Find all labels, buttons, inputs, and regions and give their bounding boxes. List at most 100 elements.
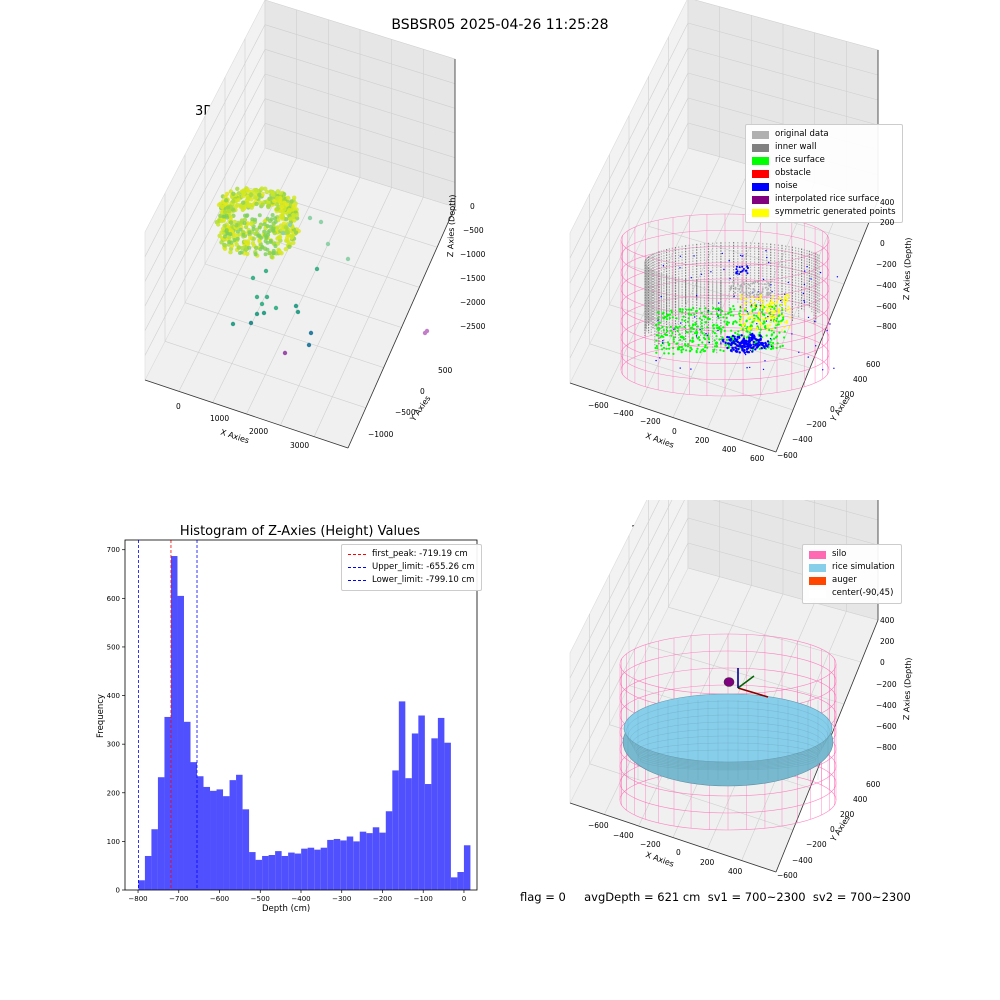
noise-point	[735, 338, 738, 341]
rice-surface-point	[662, 316, 665, 319]
raw-data-point	[289, 199, 294, 204]
rice-surface-point	[694, 321, 697, 324]
x-tick-label: −600	[210, 895, 229, 903]
y-axis-line	[775, 199, 879, 453]
raw-data-point	[259, 301, 265, 307]
rice-surface-point	[775, 346, 778, 350]
raw-data-point	[241, 232, 246, 237]
rice-surface-point	[693, 332, 697, 335]
noise-point	[807, 316, 810, 319]
symmetric-point	[783, 321, 786, 324]
original-data-point	[756, 281, 759, 284]
classify-x-tick: 600	[750, 454, 765, 463]
histogram-title: Histogram of Z-Axies (Height) Values	[179, 524, 421, 539]
raw-x-tick: 3000	[290, 441, 310, 450]
original-data-point	[740, 283, 743, 286]
raw-data-point	[273, 216, 278, 221]
raw-data-point	[229, 240, 234, 245]
grid-line	[264, 24, 456, 84]
legend-label: noise	[775, 181, 798, 191]
symmetric-point	[739, 321, 742, 324]
raw-data-point	[279, 251, 284, 256]
symmetric-point	[767, 306, 770, 309]
symmetric-point	[783, 326, 786, 329]
simulation-y-tick: −400	[792, 856, 813, 865]
rice-surface-point	[721, 310, 724, 313]
noise-point	[693, 255, 695, 257]
noise-point	[738, 336, 741, 339]
raw-z-tick: −500	[463, 226, 484, 235]
noise-point	[726, 346, 729, 350]
noise-point	[762, 342, 765, 345]
histogram-bar	[379, 832, 386, 890]
raw-data-point	[284, 202, 290, 207]
noise-point	[765, 344, 768, 347]
rice-surface-point	[751, 321, 754, 324]
rice-surface-point	[697, 343, 700, 347]
original-data-point	[731, 281, 734, 284]
rice-surface-point	[707, 336, 710, 340]
noise-point	[680, 322, 682, 324]
rice-surface-point	[745, 319, 748, 322]
noise-point	[718, 309, 720, 311]
symmetric-point	[782, 299, 785, 302]
symmetric-point	[759, 297, 762, 299]
rice-surface-point	[661, 326, 664, 329]
noise-point	[744, 341, 747, 344]
noise-point	[741, 347, 744, 351]
rice-surface-point	[754, 340, 757, 343]
rice-surface-point	[725, 338, 729, 341]
symmetric-point	[782, 308, 785, 311]
noise-point	[833, 367, 835, 369]
rice-surface-point	[696, 325, 699, 328]
raw-z-tick: 0	[470, 202, 475, 211]
grid-line	[569, 500, 660, 679]
symmetric-point	[749, 299, 752, 302]
rice-surface-point	[683, 325, 686, 328]
legend-entry: auger	[809, 574, 895, 587]
original-data-point	[738, 288, 741, 291]
rice-mesh-ring	[629, 714, 827, 766]
noise-point	[752, 343, 755, 346]
rice-surface-point	[672, 336, 676, 339]
symmetric-point	[771, 328, 774, 331]
raw-data-point	[287, 222, 293, 228]
raw-data-point	[273, 219, 278, 224]
rice-surface-point	[727, 321, 731, 324]
raw-data-point	[314, 266, 320, 272]
symmetric-point	[745, 302, 748, 305]
rice-surface-point	[723, 329, 726, 332]
histogram-bar	[203, 786, 211, 890]
legend-label: inner wall	[775, 142, 817, 152]
simulation-z-tick: 0	[880, 658, 885, 667]
rice-surface-point	[739, 323, 742, 326]
raw-data-point	[270, 192, 275, 197]
y-tick-label: 500	[107, 643, 120, 651]
noise-point	[662, 340, 664, 342]
symmetric-point	[748, 328, 751, 331]
rice-surface-point	[696, 347, 699, 350]
rice-surface-point	[654, 346, 657, 350]
histogram-bar	[450, 877, 458, 890]
rice-surface-point	[771, 345, 775, 348]
rice-surface-point	[732, 305, 735, 308]
rice-surface-point	[682, 348, 685, 351]
rice-surface-point	[715, 335, 718, 338]
rice-surface-point	[712, 330, 715, 333]
rice-surface-point	[776, 323, 779, 326]
raw-data-point	[307, 215, 313, 221]
raw-data-point	[239, 250, 244, 255]
rice-surface-point	[717, 314, 720, 317]
symmetric-point	[772, 311, 775, 313]
rice-surface-point	[720, 328, 723, 331]
noise-point	[766, 256, 768, 259]
symmetric-point	[763, 318, 766, 321]
rice-mesh-ring	[627, 707, 829, 765]
legend-entry: rice surface	[752, 154, 896, 167]
noise-point	[759, 342, 763, 345]
rice-surface-point	[725, 316, 728, 319]
noise-point	[659, 357, 661, 359]
rice-surface-point	[673, 327, 677, 330]
noise-point	[717, 315, 719, 318]
raw-data-point	[260, 202, 265, 207]
